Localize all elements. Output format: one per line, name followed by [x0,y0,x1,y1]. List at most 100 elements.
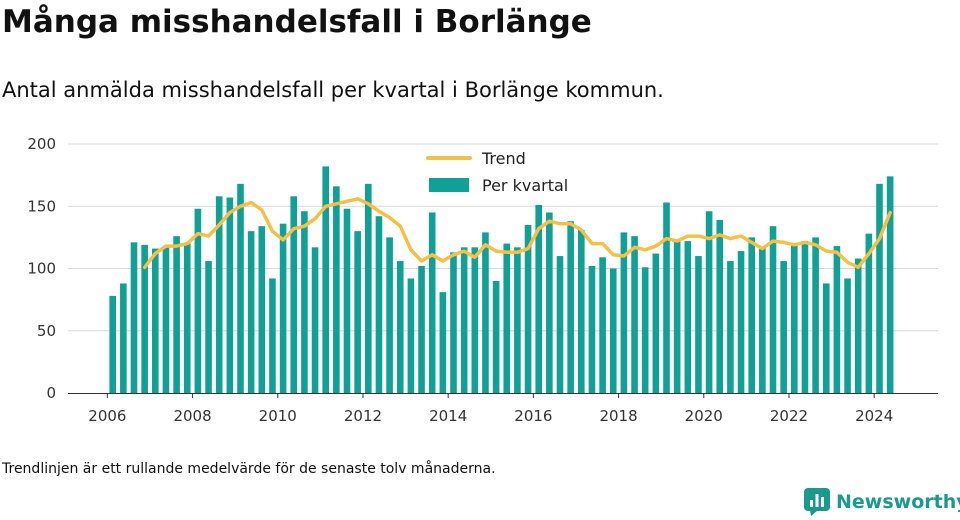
bar [269,278,276,393]
page-subtitle: Antal anmälda misshandelsfall per kvarta… [2,78,664,102]
y-tick-label: 200 [27,135,56,153]
x-tick-label: 2010 [259,407,297,425]
bar [375,216,383,393]
bar [599,257,606,393]
bar [631,236,638,393]
bar [673,239,681,393]
bar [865,233,873,393]
bar [471,247,479,393]
footnote: Trendlinjen är ett rullande medelvärde f… [2,461,496,477]
bar [546,212,553,393]
bar [247,231,255,393]
bar [194,208,202,393]
x-tick-label: 2016 [514,407,552,425]
bar [407,278,415,393]
bar [386,237,393,393]
bar [822,283,830,393]
bar [695,256,702,393]
y-tick-label: 0 [46,384,56,402]
bar [514,247,521,393]
bar [109,295,116,393]
x-tick-label: 2012 [344,407,382,425]
x-axis-ticks: 2006 2008 2010 2012 2014 2016 2018 2020 2022 2024 [88,393,893,425]
x-tick-label: 2006 [88,407,126,425]
bar [152,248,159,393]
y-axis-ticks: 0 50 100 150 200 [27,135,56,402]
trend-series [142,197,892,270]
bar [396,261,404,393]
bar [844,278,851,393]
brand-logo: Newsworthy [804,488,960,516]
bar [226,197,234,393]
bar [588,266,596,393]
trend-line [142,197,892,270]
legend-bar-swatch [429,178,469,192]
bar [215,196,223,393]
bar [769,226,777,393]
bar [428,212,436,393]
bar [258,226,266,393]
bar [482,232,489,393]
bar [290,196,298,393]
x-tick-label: 2024 [855,407,893,425]
bar [854,258,862,393]
bar [684,241,692,393]
x-tick-label: 2020 [685,407,723,425]
bar [663,202,670,393]
bar [162,246,170,393]
bar [503,243,511,393]
bar [620,232,628,393]
bar [535,205,542,393]
bar [354,231,361,393]
x-tick-label: 2018 [599,407,637,425]
legend: Trend Per kvartal [426,149,568,195]
bar [279,223,287,393]
bar [322,166,329,393]
bar [450,252,457,393]
bar [141,244,148,393]
bar [886,176,894,393]
bar [716,219,724,393]
bar-chart-logo-icon [804,488,830,516]
chart: 0 50 100 150 200 2006 2008 2010 2012 2014 2016 201… [27,135,938,425]
bar [439,292,447,393]
x-tick-label: 2008 [173,407,211,425]
bar [609,268,617,393]
bar [492,280,500,393]
y-tick-label: 100 [27,260,56,278]
bar [524,224,532,393]
bar [301,211,308,393]
x-tick-label: 2014 [429,407,467,425]
y-tick-label: 50 [37,322,56,340]
x-tick-label: 2022 [770,407,808,425]
bar [130,242,138,393]
brand-name: Newsworthy [836,491,960,513]
bar [812,237,819,393]
bar [460,247,468,393]
bar [780,261,787,393]
page-title: Många misshandelsfall i Borlänge [2,4,592,40]
bar [737,251,745,393]
bar [876,183,883,393]
bar [641,267,649,393]
bar [759,247,766,393]
legend-bar-label: Per kvartal [482,176,568,195]
bar [418,266,425,393]
bar [173,236,180,393]
bar [727,261,734,393]
bar [652,253,660,393]
bar [183,243,191,393]
bar [578,229,585,393]
bar [748,237,755,393]
bar [237,183,244,393]
bar [205,261,212,393]
bar-series [109,166,894,393]
bar [311,247,319,393]
bar [365,183,372,393]
bar [791,244,798,393]
bar [333,186,340,393]
bar [833,246,841,393]
y-tick-label: 150 [27,197,56,215]
legend-trend-label: Trend [481,149,526,168]
bar [567,221,574,393]
